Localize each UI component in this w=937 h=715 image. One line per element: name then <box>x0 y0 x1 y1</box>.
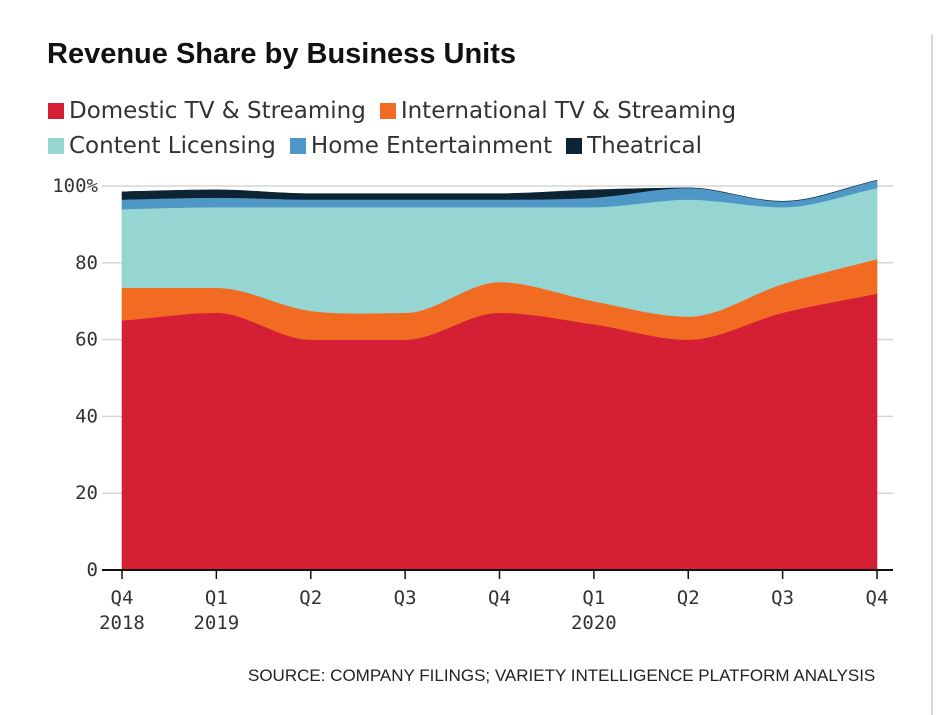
chart-title: Revenue Share by Business Units <box>47 38 516 70</box>
legend-swatch <box>48 138 64 154</box>
area-layers <box>121 179 878 571</box>
x-tick-year: 2019 <box>193 612 239 634</box>
legend-label: International TV & Streaming <box>400 98 737 124</box>
x-tick-year: 2018 <box>99 612 145 634</box>
legend-row: Content Licensing Home Entertainment Theat… <box>48 129 888 164</box>
x-axis: Q4 2018 Q1 2019 Q2 Q3 Q4 Q1 2020 Q2 Q3 Q4 <box>99 569 893 634</box>
y-tick-label: 0 <box>87 559 98 581</box>
x-tick-label: Q2 <box>677 587 700 609</box>
y-tick-label: 60 <box>75 329 98 351</box>
legend-swatch <box>566 138 583 154</box>
y-tick-label: 20 <box>75 482 98 504</box>
legend-label: Home Entertainment <box>310 133 553 159</box>
legend-item-theatrical: Theatrical <box>566 129 702 164</box>
legend-label: Content Licensing <box>69 133 276 159</box>
legend-item-content-licensing: Content Licensing <box>48 129 276 164</box>
x-tick-label: Q4 <box>488 587 511 609</box>
legend-label: Theatrical <box>587 133 702 159</box>
area-theatrical <box>121 179 878 202</box>
x-tick-label: Q3 <box>771 587 794 609</box>
legend-swatch <box>289 138 306 154</box>
source-note: SOURCE: COMPANY FILINGS; VARIETY INTELLI… <box>248 666 876 685</box>
right-divider <box>931 34 933 715</box>
legend-swatch <box>48 103 64 119</box>
x-tick-label: Q2 <box>299 587 322 609</box>
legend-row: Domestic TV & Streaming International TV … <box>48 94 888 129</box>
x-tick-label: Q4 <box>866 587 889 609</box>
y-axis: 0 20 40 60 80 100% <box>52 175 98 581</box>
x-tick-label: Q1 <box>205 587 228 609</box>
legend-item-domestic: Domestic TV & Streaming <box>48 94 366 129</box>
area-domestic-tv-streaming <box>121 293 878 571</box>
x-tick-label: Q3 <box>394 587 417 609</box>
legend-label: Domestic TV & Streaming <box>69 98 366 124</box>
y-tick-label: 40 <box>75 405 98 427</box>
legend-item-home-entertainment: Home Entertainment <box>289 129 553 164</box>
legend-swatch <box>379 103 396 119</box>
x-tick-label: Q1 <box>582 587 605 609</box>
x-tick-year: 2020 <box>571 612 617 634</box>
x-tick-label: Q4 <box>111 587 134 609</box>
y-tick-label: 100% <box>52 175 98 197</box>
legend-item-international: International TV & Streaming <box>379 94 737 129</box>
y-tick-label: 80 <box>75 252 98 274</box>
legend: Domestic TV & Streaming International TV … <box>48 94 888 164</box>
